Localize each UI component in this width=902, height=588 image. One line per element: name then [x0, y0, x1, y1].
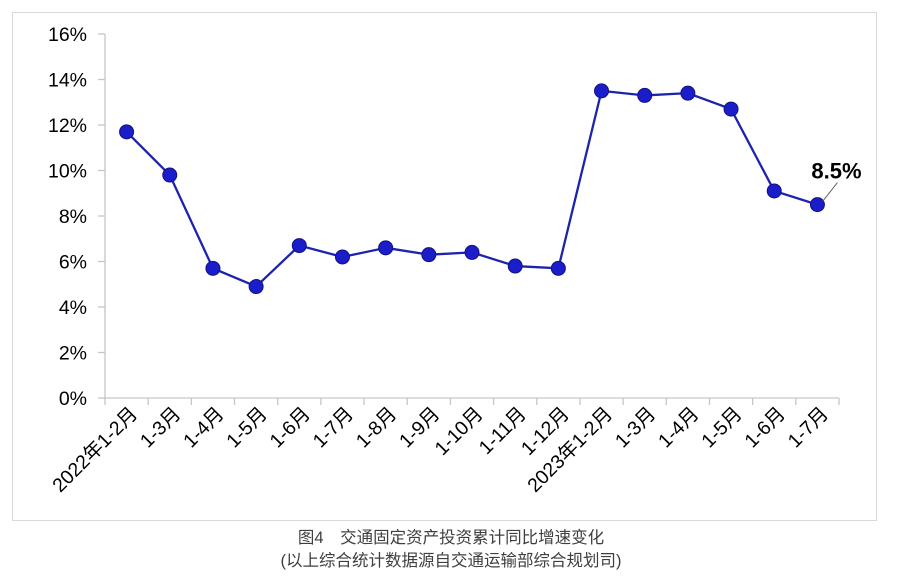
x-tick-label: 1-10月: [431, 403, 488, 460]
annotation-leader-line: [822, 182, 838, 202]
x-tick-label: 1-6月: [740, 403, 789, 452]
y-tick-label: 0%: [59, 388, 87, 410]
x-tick-label: 1-4月: [654, 403, 703, 452]
y-tick-label: 14%: [48, 70, 87, 92]
figure-caption: 图4 交通固定资产投资累计同比增速变化 (以上综合统计数据源自交通运输部综合规划…: [0, 527, 902, 573]
x-tick-label: 2022年1-2月: [48, 403, 142, 497]
y-tick-label: 12%: [48, 115, 87, 137]
data-point: [809, 197, 825, 213]
data-point: [464, 244, 480, 260]
y-tick-label: 4%: [59, 297, 87, 319]
data-point: [291, 238, 307, 254]
data-point: [637, 87, 653, 103]
annotation-label: 8.5%: [811, 159, 861, 184]
data-point: [119, 124, 135, 140]
y-tick-label: 16%: [48, 24, 87, 46]
y-tick-label: 6%: [59, 252, 87, 274]
data-point: [421, 247, 437, 263]
x-tick-label: 1-3月: [611, 403, 660, 452]
data-point: [723, 101, 739, 117]
x-tick-label: 1-7月: [309, 403, 358, 452]
data-point: [248, 279, 264, 295]
chart-container: 0% 2% 4% 6% 8% 10% 12% 14% 16% 2022年1-2月 1-3月 1-4月 1…: [12, 12, 877, 521]
data-point: [550, 260, 566, 276]
data-point: [507, 258, 523, 274]
x-tick-label: 1-5月: [222, 403, 271, 452]
data-point: [594, 83, 610, 99]
data-point: [766, 183, 782, 199]
x-tick-label: 1-3月: [136, 403, 185, 452]
data-point: [334, 249, 350, 265]
figure-source-note: (以上综合统计数据源自交通运输部综合规划司): [280, 552, 622, 570]
x-tick-label: 1-4月: [179, 403, 228, 452]
line-chart: 0%2%4%6%8%10%12%14%16%2022年1-2月1-3月1-4月1…: [48, 24, 862, 497]
figure-title: 图4 交通固定资产投资累计同比增速变化: [297, 529, 605, 547]
y-tick-label: 2%: [59, 343, 87, 365]
data-point: [680, 85, 696, 101]
x-tick-label: 1-7月: [784, 403, 833, 452]
x-tick-label: 1-6月: [266, 403, 315, 452]
x-tick-label: 1-5月: [697, 403, 746, 452]
data-point: [378, 240, 394, 256]
y-tick-label: 8%: [59, 206, 87, 228]
data-point: [205, 260, 221, 276]
y-tick-label: 10%: [48, 161, 87, 183]
x-tick-label: 1-8月: [352, 403, 401, 452]
data-point: [162, 167, 178, 183]
